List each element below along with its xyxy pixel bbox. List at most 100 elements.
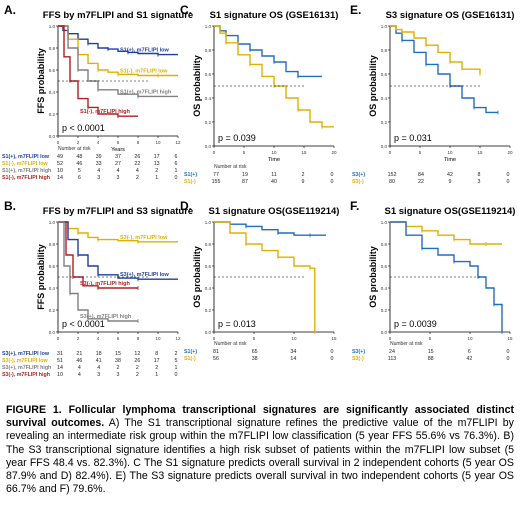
panel-title: S1 signature OS (GSE16131) xyxy=(210,10,339,21)
y-tick-label: 0.6 xyxy=(205,72,212,77)
panel-c: C. S1 signature OS (GSE16131) 0.0 0.2 0.4 0.6… xyxy=(180,3,338,185)
risk-value: 52 xyxy=(57,161,63,167)
risk-value: 5 xyxy=(78,168,81,174)
p-value: p < 0.0001 xyxy=(62,123,105,133)
risk-value: 4 xyxy=(78,365,81,371)
x-axis-label: Time xyxy=(444,157,456,163)
risk-value: 17 xyxy=(154,358,160,364)
risk-value: 3 xyxy=(97,175,100,181)
risk-value: 38 xyxy=(252,356,258,362)
risk-table-heading: Number at risk xyxy=(214,341,247,347)
risk-value: 10 xyxy=(57,168,63,174)
risk-row-label: S1(-) xyxy=(184,356,196,362)
panel-d: D. S1 signature OS(GSE119214) 0.0 0.2 0.4 0.6… xyxy=(180,199,339,362)
x-tick-label: 15 xyxy=(331,336,337,341)
risk-value: 4 xyxy=(97,168,100,174)
panel-letter: A. xyxy=(4,3,16,17)
risk-value: 41 xyxy=(96,358,102,364)
curve-label: S3(+), m7FLIPI high xyxy=(80,314,132,320)
p-value: p = 0.0039 xyxy=(394,319,437,329)
risk-value: 0 xyxy=(507,179,510,185)
km-curve xyxy=(390,221,503,332)
y-tick-label: 0.2 xyxy=(205,308,212,313)
km-curve xyxy=(390,25,481,74)
risk-value: 48 xyxy=(76,154,82,160)
risk-value: 4 xyxy=(78,372,81,378)
risk-value: 34 xyxy=(290,349,296,355)
y-axis-label: FFS probability xyxy=(36,244,46,310)
risk-value: 0 xyxy=(331,356,334,362)
km-curve xyxy=(390,25,498,114)
risk-row-label: S3(-) xyxy=(352,179,364,185)
x-tick-label: 2 xyxy=(77,336,80,341)
x-tick-label: 5 xyxy=(429,336,432,341)
x-tick-label: 0 xyxy=(57,336,60,341)
y-tick-label: 0.6 xyxy=(381,72,388,77)
risk-value: 1 xyxy=(175,168,178,174)
risk-value: 33 xyxy=(96,161,102,167)
curve-label: S1(+), m7FLIPI low xyxy=(120,48,169,54)
risk-value: 15 xyxy=(428,349,434,355)
risk-value: 6 xyxy=(468,349,471,355)
risk-value: 0 xyxy=(331,349,334,355)
x-tick-label: 12 xyxy=(175,140,181,145)
risk-value: 26 xyxy=(134,358,140,364)
risk-value: 14 xyxy=(57,175,63,181)
y-tick-label: 0.8 xyxy=(49,242,56,247)
x-tick-label: 10 xyxy=(271,150,277,155)
risk-value: 3 xyxy=(117,372,120,378)
risk-table-heading: Number at risk xyxy=(58,146,91,152)
risk-value: 0 xyxy=(331,179,334,185)
risk-value: 6 xyxy=(175,154,178,160)
risk-value: 4 xyxy=(136,168,139,174)
risk-value: 42 xyxy=(466,356,472,362)
risk-value: 65 xyxy=(252,349,258,355)
y-tick-label: 0.6 xyxy=(381,264,388,269)
km-curve xyxy=(58,221,138,322)
x-tick-label: 0 xyxy=(213,336,216,341)
y-tick-label: 0.0 xyxy=(49,330,56,335)
risk-value: 0 xyxy=(175,175,178,181)
y-tick-label: 0.8 xyxy=(205,242,212,247)
risk-value: 46 xyxy=(76,161,82,167)
risk-value: 6 xyxy=(78,175,81,181)
risk-value: 19 xyxy=(242,172,248,178)
risk-row-label: S3(-), m7FLIPI high xyxy=(2,372,50,378)
risk-value: 9 xyxy=(302,179,305,185)
x-axis-label: Time xyxy=(268,157,280,163)
y-tick-label: 0.2 xyxy=(381,120,388,125)
km-curve xyxy=(214,25,334,128)
y-tick-label: 0.4 xyxy=(49,90,56,95)
y-tick-label: 0.4 xyxy=(205,96,212,101)
x-axis-label: Years xyxy=(111,147,125,153)
y-tick-label: 0.4 xyxy=(381,286,388,291)
curve-label: S3(+), m7FLIPI low xyxy=(120,272,169,278)
x-tick-label: 15 xyxy=(477,150,483,155)
risk-value: 9 xyxy=(449,179,452,185)
panel-letter: E. xyxy=(350,3,361,17)
risk-value: 24 xyxy=(389,349,395,355)
y-tick-label: 0.2 xyxy=(49,308,56,313)
risk-value: 38 xyxy=(115,358,121,364)
risk-row-label: S3(+) xyxy=(352,172,365,178)
x-tick-label: 4 xyxy=(97,140,100,145)
risk-value: 39 xyxy=(96,154,102,160)
x-tick-label: 6 xyxy=(117,336,120,341)
risk-value: 40 xyxy=(271,179,277,185)
risk-value: 14 xyxy=(57,365,63,371)
y-tick-label: 0.0 xyxy=(205,144,212,149)
curve-label: S1(-), m7FLIPI high xyxy=(80,109,130,115)
x-tick-label: 15 xyxy=(301,150,307,155)
risk-row-label: S3(+), m7FLIPI high xyxy=(2,365,51,371)
y-tick-label: 0.0 xyxy=(381,144,388,149)
risk-row-label: S1(+), m7FLIPI low xyxy=(2,154,50,160)
x-tick-label: 2 xyxy=(77,140,80,145)
y-tick-label: 0.2 xyxy=(49,112,56,117)
y-tick-label: 1.0 xyxy=(381,220,388,225)
risk-row-label: S1(+), m7FLIPI high xyxy=(2,168,51,174)
curve-label: S1(+), m7FLIPI high xyxy=(120,89,172,95)
risk-value: 15 xyxy=(115,351,121,357)
km-curve xyxy=(58,221,178,243)
curve-label: S1(-), m7FLIPI low xyxy=(120,69,168,75)
y-tick-label: 0.4 xyxy=(381,96,388,101)
